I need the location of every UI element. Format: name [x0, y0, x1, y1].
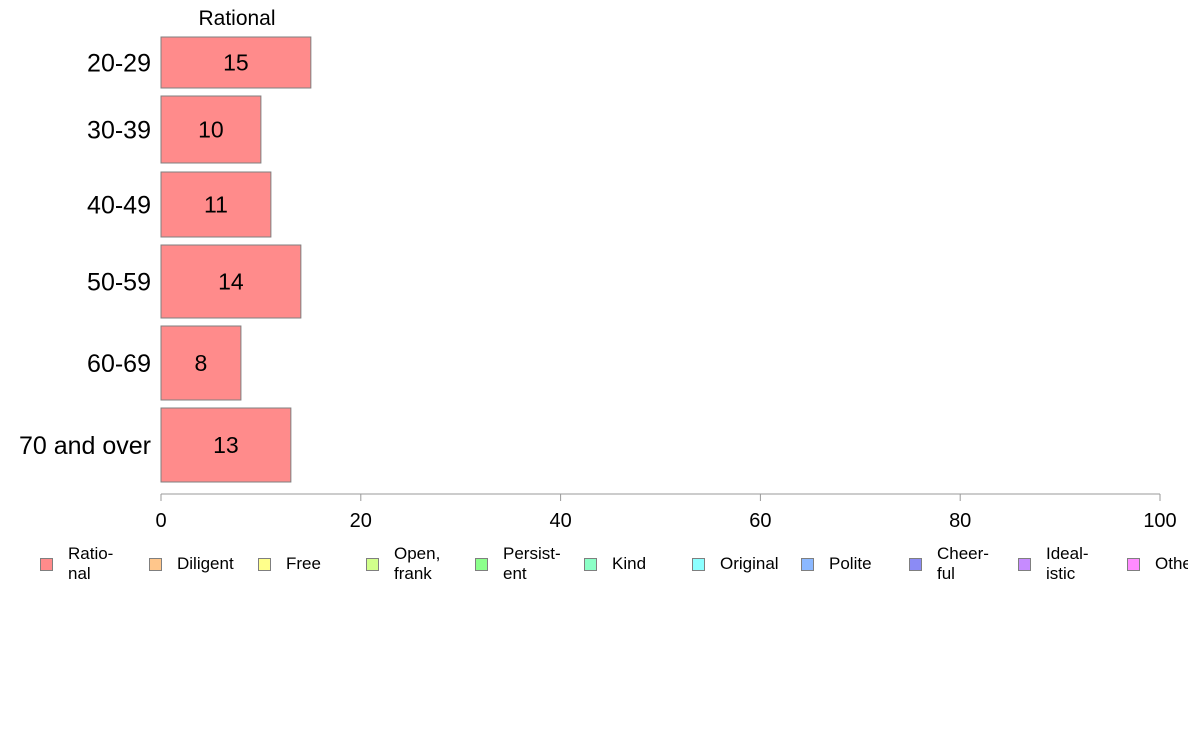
- legend-label: Diligent: [177, 554, 234, 573]
- category-label: 70 and over: [19, 432, 151, 460]
- legend-item: Polite: [801, 540, 872, 588]
- legend-label: Persist- ent: [503, 544, 561, 583]
- bar: [160, 244, 302, 319]
- legend-item: Open, frank: [366, 540, 440, 588]
- legend-swatch: [475, 557, 488, 571]
- x-tick-label: 60: [749, 510, 771, 532]
- category-label: 60-69: [87, 350, 151, 378]
- legend-swatch: [258, 557, 271, 571]
- legend-label: Open, frank: [394, 544, 441, 583]
- category-label: 50-59: [87, 269, 151, 297]
- bar-value-label: 13: [213, 432, 239, 458]
- legend-swatch: [692, 557, 705, 571]
- bar-value-label: 14: [218, 269, 244, 295]
- category-label: 30-39: [87, 117, 151, 145]
- x-tick-label: 80: [949, 510, 971, 532]
- bar-value-label: 10: [198, 117, 224, 143]
- bar-value-label: 15: [223, 50, 249, 76]
- legend-item: Cheer- ful: [909, 540, 989, 588]
- x-axis: 0 20 40 60 80 100: [155, 493, 1177, 532]
- legend-item: Kind: [584, 540, 646, 588]
- chart: Rational 20-29 15 30-39 10 40-49 11 50-59 14 60-…: [19, 7, 1177, 532]
- legend-swatch: [149, 557, 162, 571]
- x-tick-label: 40: [549, 510, 571, 532]
- legend-label: Free: [286, 554, 321, 573]
- legend-label: Ratio- nal: [68, 544, 114, 583]
- legend-item: Free: [258, 540, 321, 588]
- legend-label: Original: [720, 554, 779, 573]
- series-header: Rational: [198, 7, 275, 30]
- legend-swatch: [366, 557, 379, 571]
- legend-label: Polite: [829, 554, 872, 573]
- bar: [160, 407, 292, 483]
- x-tick-label: 100: [1143, 510, 1176, 532]
- legend-swatch: [40, 557, 53, 571]
- legend-swatch: [1018, 557, 1031, 571]
- legend-swatch: [1127, 557, 1140, 571]
- legend-swatch: [909, 557, 922, 571]
- legend-swatch: [584, 557, 597, 571]
- bars-group: 20-29 15 30-39 10 40-49 11 50-59 14 60-69 8 70 and…: [19, 36, 312, 483]
- legend-label: Ideal- istic: [1046, 544, 1089, 583]
- legend-item: Diligent: [149, 540, 234, 588]
- legend-label: Kind: [612, 554, 647, 573]
- legend: Ratio- nal Diligent Free Open, frank Persist…: [0, 540, 1188, 600]
- legend-label: Cheer- ful: [937, 544, 989, 583]
- bar: [160, 171, 272, 238]
- bar-value-label: 8: [195, 350, 208, 376]
- x-tick-label: 20: [350, 510, 372, 532]
- legend-item: Persist- ent: [475, 540, 561, 588]
- legend-item: Ratio- nal: [40, 540, 113, 588]
- bar: [160, 95, 262, 164]
- legend-item: Original: [692, 540, 779, 588]
- x-tick-label: 0: [155, 510, 166, 532]
- bar: [160, 36, 312, 89]
- category-label: 40-49: [87, 192, 151, 220]
- bar-value-label: 11: [204, 192, 228, 218]
- legend-item: Other: [1127, 540, 1188, 588]
- legend-swatch: [801, 557, 814, 571]
- legend-item: Ideal- istic: [1018, 540, 1089, 588]
- bar: [160, 325, 242, 401]
- legend-label: Other: [1155, 554, 1188, 573]
- category-label: 20-29: [87, 50, 151, 78]
